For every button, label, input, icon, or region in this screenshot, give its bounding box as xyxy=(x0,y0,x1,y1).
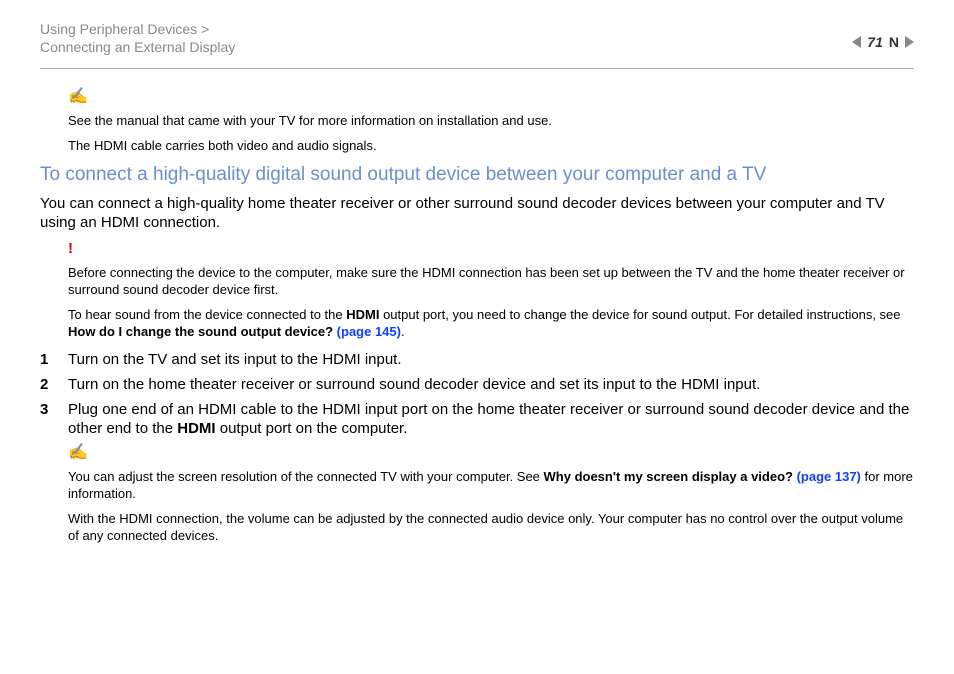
breadcrumb-current: Connecting an External Display xyxy=(40,38,235,56)
page-content: ✍ See the manual that came with your TV … xyxy=(40,90,914,554)
note-icon: ✍ xyxy=(68,446,914,460)
note2-link-text: Why doesn't my screen display a video? xyxy=(544,469,797,484)
previous-page-icon[interactable] xyxy=(852,36,861,48)
step-text: Turn on the TV and set its input to the … xyxy=(68,350,914,369)
page-number: 71 xyxy=(867,34,883,50)
hdmi-note-post: . xyxy=(401,324,405,339)
step-text: Turn on the home theater receiver or sur… xyxy=(68,375,914,394)
step-3: 3 Plug one end of an HDMI cable to the H… xyxy=(40,400,914,438)
step3-bold: HDMI xyxy=(177,420,215,437)
page: Using Peripheral Devices > Connecting an… xyxy=(0,0,954,674)
warning-text: Before connecting the device to the comp… xyxy=(68,264,914,340)
hdmi-note-pre: To hear sound from the device connected … xyxy=(68,307,346,322)
section-heading: To connect a high-quality digital sound … xyxy=(40,164,914,186)
step-2: 2 Turn on the home theater receiver or s… xyxy=(40,375,914,394)
step-number: 3 xyxy=(40,400,68,438)
step-text: Plug one end of an HDMI cable to the HDM… xyxy=(68,400,914,438)
hdmi-link-text: How do I change the sound output device? xyxy=(68,324,337,339)
hdmi-bold: HDMI xyxy=(346,307,379,322)
intro-paragraph: You can connect a high-quality home thea… xyxy=(40,194,914,232)
breadcrumb-parent[interactable]: Using Peripheral Devices > xyxy=(40,20,235,38)
note2-pre: You can adjust the screen resolution of … xyxy=(68,469,544,484)
hdmi-note-mid: output port, you need to change the devi… xyxy=(379,307,900,322)
n-label: N xyxy=(889,34,899,50)
page-navigation: 71 N xyxy=(852,34,914,50)
note2-text: You can adjust the screen resolution of … xyxy=(68,468,914,544)
note-icon: ✍ xyxy=(68,90,914,104)
warning-line: Before connecting the device to the comp… xyxy=(68,264,914,298)
warning-icon: ! xyxy=(68,242,914,256)
note2-line1: You can adjust the screen resolution of … xyxy=(68,468,914,502)
hdmi-note-line: To hear sound from the device connected … xyxy=(68,306,914,340)
note-text: See the manual that came with your TV fo… xyxy=(68,112,914,154)
step-number: 2 xyxy=(40,375,68,394)
note2-line2: With the HDMI connection, the volume can… xyxy=(68,510,914,544)
breadcrumb: Using Peripheral Devices > Connecting an… xyxy=(40,20,235,56)
note1-line1: See the manual that came with your TV fo… xyxy=(68,112,914,129)
step-1: 1 Turn on the TV and set its input to th… xyxy=(40,350,914,369)
step3-post: output port on the computer. xyxy=(216,420,408,437)
note2-link-page[interactable]: (page 137) xyxy=(797,469,861,484)
note1-line2: The HDMI cable carries both video and au… xyxy=(68,137,914,154)
next-page-icon[interactable] xyxy=(905,36,914,48)
hdmi-link-page[interactable]: (page 145) xyxy=(337,324,401,339)
step-number: 1 xyxy=(40,350,68,369)
page-header: Using Peripheral Devices > Connecting an… xyxy=(40,20,914,69)
